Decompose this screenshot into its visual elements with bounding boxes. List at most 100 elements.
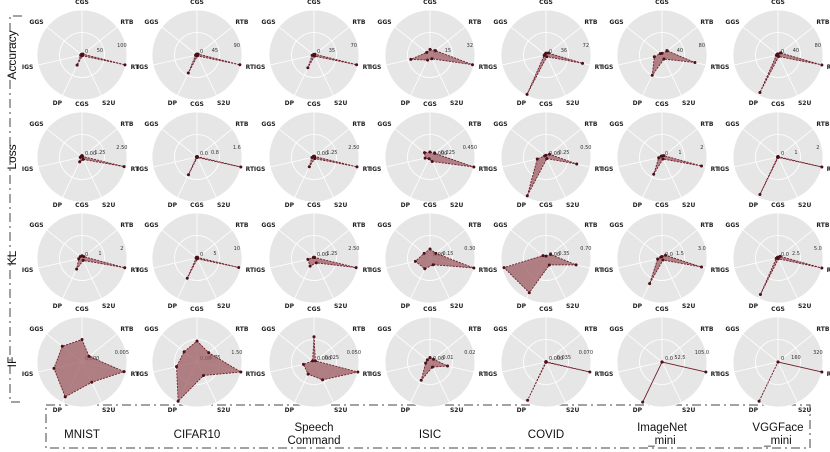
axis-label-s2u: S2U [798,407,811,414]
tick-label: 1.6 [233,145,241,151]
tick-label: 36 [561,48,567,54]
radar-kl-covid: 0.35 0.70 0.00 CGS RTB RT S2U DP IGS GGS [486,202,604,310]
axis-label-rtb: RTB [120,19,133,26]
axis-label-rtb: RTB [235,121,248,128]
axis-label-s2u: S2U [102,303,115,310]
point-rt [354,266,358,270]
axis-label-rt: RT [363,166,372,173]
row-label-accuracy: Accuracy [5,30,19,79]
point-ggs [423,151,427,155]
axis-label-ggs: GGS [493,326,507,333]
axis-label-rtb: RTB [352,121,365,128]
grid-spoke [777,54,798,96]
point-s2u [661,157,665,161]
tick-label: 0.0 [665,356,673,362]
grid-spoke [62,156,83,198]
point-cgs [428,150,432,154]
tick-label: 0 [781,356,784,362]
axis-label-s2u: S2U [682,100,695,107]
radar-kl-speech-command: 1.25 2.50 0.00 CGS RTB RT S2U DP IGS GGS [254,202,372,310]
axis-label-ggs: GGS [261,19,275,26]
grid-spoke [626,333,663,363]
axis-label-rt: RT [246,371,255,378]
axis-label-dp: DP [749,202,759,209]
point-dp [423,267,427,271]
point-rt [472,266,476,270]
grid-spoke [313,257,334,299]
point-ggs [311,53,315,57]
grid-spoke [545,26,582,56]
point-rt [122,370,126,374]
axis-label-rtb: RTB [700,222,713,229]
axis-label-rt: RT [827,267,830,274]
axis-label-rtb: RTB [468,121,481,128]
axis-label-ggs: GGS [493,222,507,229]
axis-label-igs: IGS [602,166,613,173]
tick-label: 52.5 [674,355,685,361]
point-ggs [425,358,429,362]
point-dp [176,399,180,403]
radar-loss-imagenet-mini: 1 2 0 CGS RTB RT S2U DP IGS GGS [602,101,720,209]
point-ggs [79,52,83,56]
grid-spoke [777,156,798,198]
tick-label: 0.005 [115,350,129,356]
point-rt [820,63,824,67]
grid-spoke [734,156,779,168]
grid-spoke [777,26,814,56]
grid-spoke [386,361,431,373]
grid-spoke [313,54,334,96]
grid-spoke [429,54,450,96]
tick-label: 0.000 [317,356,331,362]
tick-label: 0 [85,49,88,55]
tick-label: 0.30 [464,246,475,252]
axis-label-s2u: S2U [682,202,695,209]
axis-label-cgs: CGS [655,202,669,209]
point-dp [306,372,310,376]
axis-label-s2u: S2U [798,303,811,310]
tick-label: 0 [549,49,552,55]
point-igs [423,156,427,160]
tick-label: 320 [813,350,823,356]
axis-label-ggs: GGS [377,222,391,229]
tick-label: 0.01 [442,355,453,361]
grid-spoke [734,361,779,373]
tick-label: 70 [351,43,357,49]
grid-spoke [661,128,698,158]
point-ggs [425,50,429,54]
point-s2u [314,261,318,265]
grid-spoke [394,333,431,363]
point-rt [238,63,242,67]
grid-spoke [81,257,102,299]
point-s2u [430,57,434,61]
axis-label-rtb: RTB [352,326,365,333]
point-rt [820,370,824,374]
axis-label-rt: RT [363,64,372,71]
grid-spoke [777,361,798,403]
point-dp [75,267,79,271]
series-polygon [651,50,696,77]
point-igs [652,55,656,59]
axis-label-rt: RT [131,64,140,71]
grid-spoke [153,257,198,269]
radar-loss-covid: 0.25 0.50 0.00 CGS RTB RT S2U DP IGS GGS [486,101,604,209]
point-rt [472,165,476,169]
point-rtb [664,253,668,257]
point-s2u [81,157,85,161]
point-ggs [543,154,547,158]
axis-label-rtb: RTB [120,222,133,229]
axis-label-ggs: GGS [261,222,275,229]
radar-if-vggface-mini: 160 320 0 CGS RTB RT S2U DP IGS GGS [718,306,830,414]
point-rt [355,63,359,67]
tick-label: 0.25 [558,150,569,156]
point-dp [757,399,761,403]
axis-label-ggs: GGS [725,19,739,26]
axis-label-igs: IGS [22,64,33,71]
point-cgs [428,356,432,359]
axis-label-s2u: S2U [334,100,347,107]
axis-label-s2u: S2U [682,303,695,310]
axis-label-cgs: CGS [423,0,437,6]
axis-label-cgs: CGS [423,101,437,108]
axis-label-cgs: CGS [75,0,89,6]
point-rtb [432,357,436,361]
point-rt [239,370,243,374]
